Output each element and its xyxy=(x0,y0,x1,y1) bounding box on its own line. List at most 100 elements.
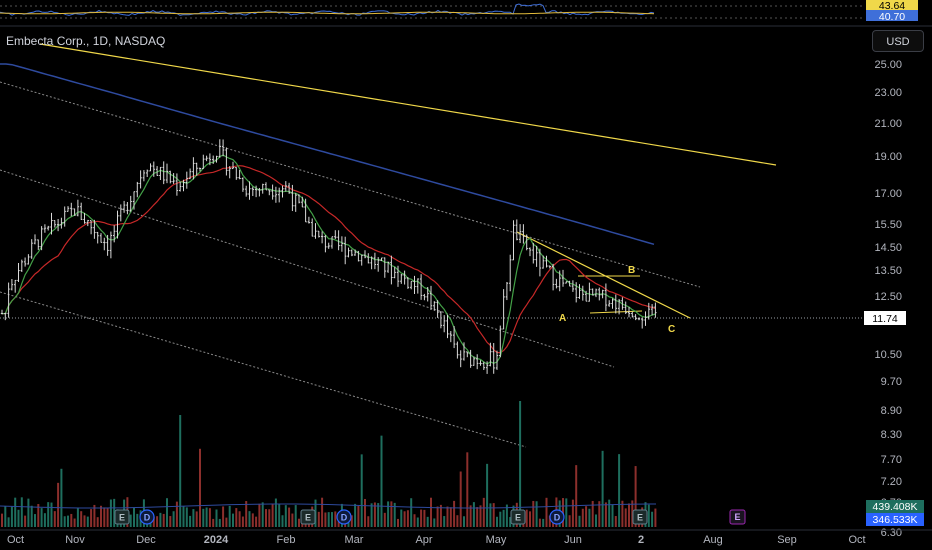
volume-bar xyxy=(281,515,284,527)
drawings[interactable] xyxy=(0,43,862,448)
candle xyxy=(225,147,228,176)
candle xyxy=(380,257,383,262)
candles[interactable] xyxy=(0,139,657,374)
candle xyxy=(641,317,644,329)
svg-text:E: E xyxy=(734,512,740,522)
wedge-upper-line[interactable] xyxy=(516,231,691,319)
annotation-c[interactable]: C xyxy=(668,324,675,335)
volume-bar xyxy=(298,518,300,527)
candle xyxy=(188,168,192,180)
volume-bar xyxy=(367,516,370,527)
candle xyxy=(571,280,575,292)
candle xyxy=(23,257,27,267)
volume-bar xyxy=(456,515,459,527)
volume-bar xyxy=(472,502,475,527)
candle xyxy=(353,249,357,256)
volume-bar xyxy=(634,466,637,527)
price-tick-label: 8.90 xyxy=(881,405,902,417)
volume-bar xyxy=(529,511,531,527)
volume-bar xyxy=(499,511,502,527)
ma-mid-line[interactable] xyxy=(1,165,656,354)
volume-bar xyxy=(103,507,106,527)
price-axis[interactable]: 25.00 23.00 21.00 19.00 17.00 15.50 14.50 13.50… xyxy=(874,59,902,539)
annotation-a[interactable]: A xyxy=(559,313,566,324)
candle xyxy=(525,234,528,251)
candle xyxy=(548,265,551,269)
volume-bar xyxy=(327,512,330,527)
candle xyxy=(172,173,175,184)
time-tick-label: Mar xyxy=(345,534,364,546)
candle xyxy=(614,294,617,314)
candle xyxy=(545,255,548,268)
candle xyxy=(367,253,370,264)
volume-bar xyxy=(24,515,27,527)
volume-bar xyxy=(10,506,13,527)
candle xyxy=(637,317,641,321)
volume-bar xyxy=(40,508,43,527)
volume-bar xyxy=(20,497,23,527)
volume-bar xyxy=(129,514,132,527)
volume-bar xyxy=(390,501,393,527)
earnings-marker[interactable]: E xyxy=(114,509,130,525)
volume-bar xyxy=(7,517,10,527)
price-tick-label: 15.50 xyxy=(874,219,902,231)
candle xyxy=(588,282,591,302)
candle xyxy=(10,279,14,291)
candle xyxy=(350,249,353,257)
volume-bar xyxy=(598,501,601,527)
long-term-trendline[interactable] xyxy=(39,43,777,166)
volume-bar xyxy=(548,515,551,527)
channel-middle-line[interactable] xyxy=(0,169,615,368)
candle xyxy=(363,250,367,259)
earnings-marker[interactable]: E xyxy=(510,509,526,525)
candle xyxy=(410,280,413,290)
candle xyxy=(423,293,426,301)
volume-bar xyxy=(238,511,241,527)
time-tick-label: Oct xyxy=(7,534,24,546)
volume-bar xyxy=(317,511,320,527)
price-tick-label: 9.70 xyxy=(881,376,902,388)
volume-bar xyxy=(291,513,294,527)
time-tick-label: Nov xyxy=(65,534,85,546)
time-axis[interactable]: Oct Nov Dec 2024 Feb Mar Apr May Jun 2 Aug Sep Oct xyxy=(7,534,866,546)
volume-bar xyxy=(321,497,324,527)
volume-bar xyxy=(624,508,627,527)
svg-text:E: E xyxy=(515,513,521,523)
dividend-marker[interactable]: D xyxy=(336,509,352,525)
candle xyxy=(238,169,241,180)
ma-slow-line[interactable] xyxy=(0,63,655,246)
symbol-title[interactable]: Embecta Corp., 1D, NASDAQ xyxy=(6,34,166,48)
earnings-marker[interactable]: E xyxy=(632,509,648,525)
volume-bar xyxy=(278,503,281,527)
channel-lower-line[interactable] xyxy=(0,291,527,448)
volume-bar xyxy=(397,518,399,527)
ma-fast-line[interactable] xyxy=(1,154,656,365)
currency-button[interactable]: USD xyxy=(872,30,924,52)
dividend-marker[interactable]: D xyxy=(549,509,565,525)
volume-bar xyxy=(43,513,46,527)
future-event-marker[interactable]: E xyxy=(729,509,746,525)
candle xyxy=(202,154,205,169)
annotation-b[interactable]: B xyxy=(628,265,635,276)
volume-bar xyxy=(169,516,172,527)
volume-bar xyxy=(525,509,528,527)
channel-upper-line[interactable] xyxy=(0,81,701,288)
candle xyxy=(20,259,23,273)
volume-bar xyxy=(274,498,277,527)
candle xyxy=(80,202,83,220)
dividend-marker[interactable]: D xyxy=(139,509,155,525)
time-tick-label: Dec xyxy=(136,534,156,546)
earnings-marker[interactable]: E xyxy=(300,509,316,525)
volume-bar xyxy=(199,448,201,527)
candle xyxy=(235,167,238,180)
candle xyxy=(231,161,235,170)
candle xyxy=(142,170,146,182)
time-tick-label: May xyxy=(486,534,507,546)
volume-bar xyxy=(482,497,485,527)
volume-bar xyxy=(205,507,208,527)
volume-bar xyxy=(109,499,112,527)
volume-bar xyxy=(96,517,99,527)
candle xyxy=(159,166,162,180)
